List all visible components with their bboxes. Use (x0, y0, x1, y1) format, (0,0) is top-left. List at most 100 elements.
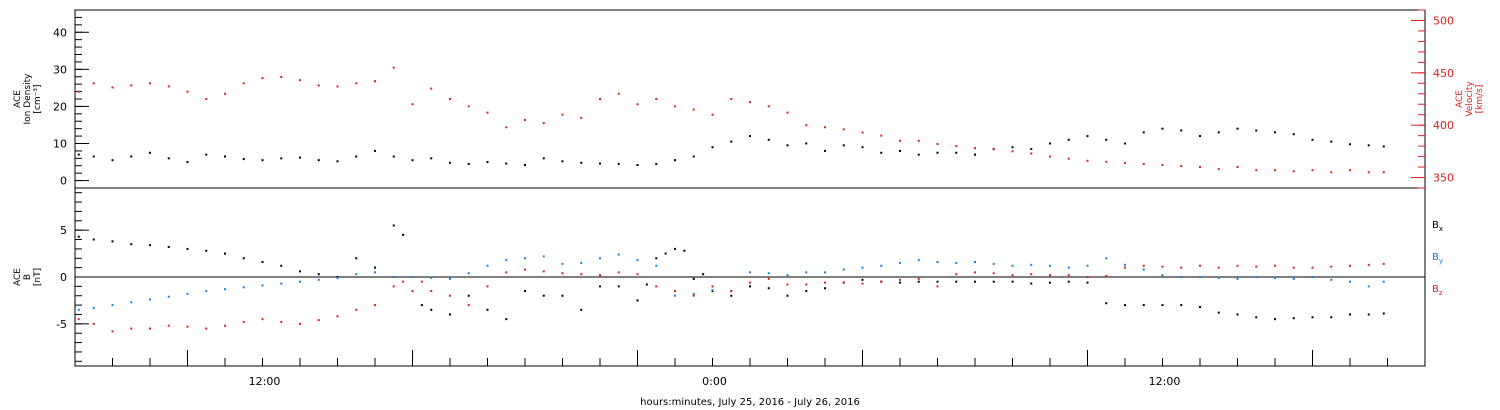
data-point (992, 272, 995, 275)
left-axis-label: [nT] (33, 268, 43, 286)
data-point (299, 79, 301, 82)
data-point (505, 271, 508, 274)
data-point (1199, 276, 1201, 278)
data-point (1124, 161, 1126, 164)
data-point (505, 126, 508, 129)
data-point (1161, 304, 1164, 307)
data-point (1105, 275, 1108, 278)
legend-entry: By (1432, 252, 1443, 265)
data-point (692, 277, 695, 280)
data-point (655, 98, 658, 100)
data-point (205, 249, 208, 252)
data-point (992, 148, 995, 151)
left-axis-label: Ion Density (23, 73, 33, 125)
data-point (674, 290, 676, 293)
data-point (449, 161, 451, 164)
data-point (224, 252, 226, 255)
data-point (1255, 129, 1258, 132)
data-point (955, 151, 958, 154)
data-point (1161, 127, 1164, 130)
data-point (449, 294, 451, 297)
data-point (420, 280, 423, 283)
data-point (130, 243, 133, 246)
data-point (261, 318, 264, 321)
data-point (111, 159, 114, 162)
data-point (786, 294, 789, 297)
data-point (1292, 317, 1295, 320)
data-point (1382, 312, 1385, 315)
data-point (261, 284, 264, 287)
data-point (317, 273, 320, 276)
data-point (1049, 155, 1051, 158)
data-point (355, 273, 358, 276)
data-point (1274, 169, 1276, 172)
data-point (317, 278, 320, 281)
data-point (1180, 266, 1183, 269)
data-point (486, 111, 489, 114)
data-point (524, 118, 526, 121)
legend-entry: Bz (1432, 284, 1443, 297)
data-point (1030, 263, 1033, 266)
data-point (1199, 264, 1201, 267)
data-point (92, 155, 95, 158)
data-point (917, 153, 920, 156)
data-point (1180, 165, 1183, 168)
data-point (786, 283, 789, 286)
data-point (542, 157, 545, 160)
data-point (336, 160, 339, 163)
data-point (1349, 143, 1351, 146)
data-point (280, 76, 283, 79)
data-point (111, 240, 114, 243)
data-point (767, 138, 770, 141)
data-point (805, 124, 808, 127)
data-point (636, 299, 639, 302)
data-point (524, 164, 526, 167)
data-point (974, 147, 976, 150)
data-point (505, 162, 508, 165)
legend-entry: Bx (1432, 220, 1443, 233)
data-point (1124, 263, 1126, 266)
data-point (1382, 280, 1385, 283)
data-point (430, 276, 433, 279)
data-point (299, 270, 301, 273)
data-point (1067, 157, 1070, 160)
data-point (711, 289, 714, 292)
data-point (1217, 276, 1220, 279)
data-point (580, 116, 583, 119)
data-point (1180, 276, 1183, 278)
data-point (936, 143, 939, 146)
data-point (186, 247, 189, 250)
data-point (1311, 266, 1314, 269)
data-point (392, 224, 395, 227)
data-point (1217, 311, 1220, 314)
data-point (111, 330, 114, 333)
data-point (1086, 159, 1089, 162)
data-point (899, 278, 901, 281)
data-point (1217, 168, 1220, 171)
data-point (880, 264, 883, 267)
data-point (917, 259, 920, 262)
left-axis-label: ACE (13, 268, 23, 286)
data-point (992, 262, 995, 265)
data-point (730, 294, 733, 297)
data-point (130, 327, 133, 330)
data-point (486, 161, 489, 164)
data-point (92, 82, 95, 85)
data-point (1011, 264, 1014, 267)
data-point (1180, 129, 1183, 132)
data-point (561, 160, 564, 163)
data-point (1030, 273, 1033, 276)
data-point (1086, 135, 1089, 138)
data-point (842, 144, 845, 147)
data-point (1180, 304, 1183, 307)
data-point (1011, 274, 1014, 277)
data-point (1030, 148, 1033, 151)
data-point (1236, 313, 1239, 316)
data-point (561, 294, 564, 297)
data-point (167, 246, 170, 249)
data-point (392, 155, 395, 158)
data-point (205, 153, 208, 156)
data-point (402, 233, 405, 236)
data-point (692, 108, 695, 111)
data-point (505, 318, 508, 321)
